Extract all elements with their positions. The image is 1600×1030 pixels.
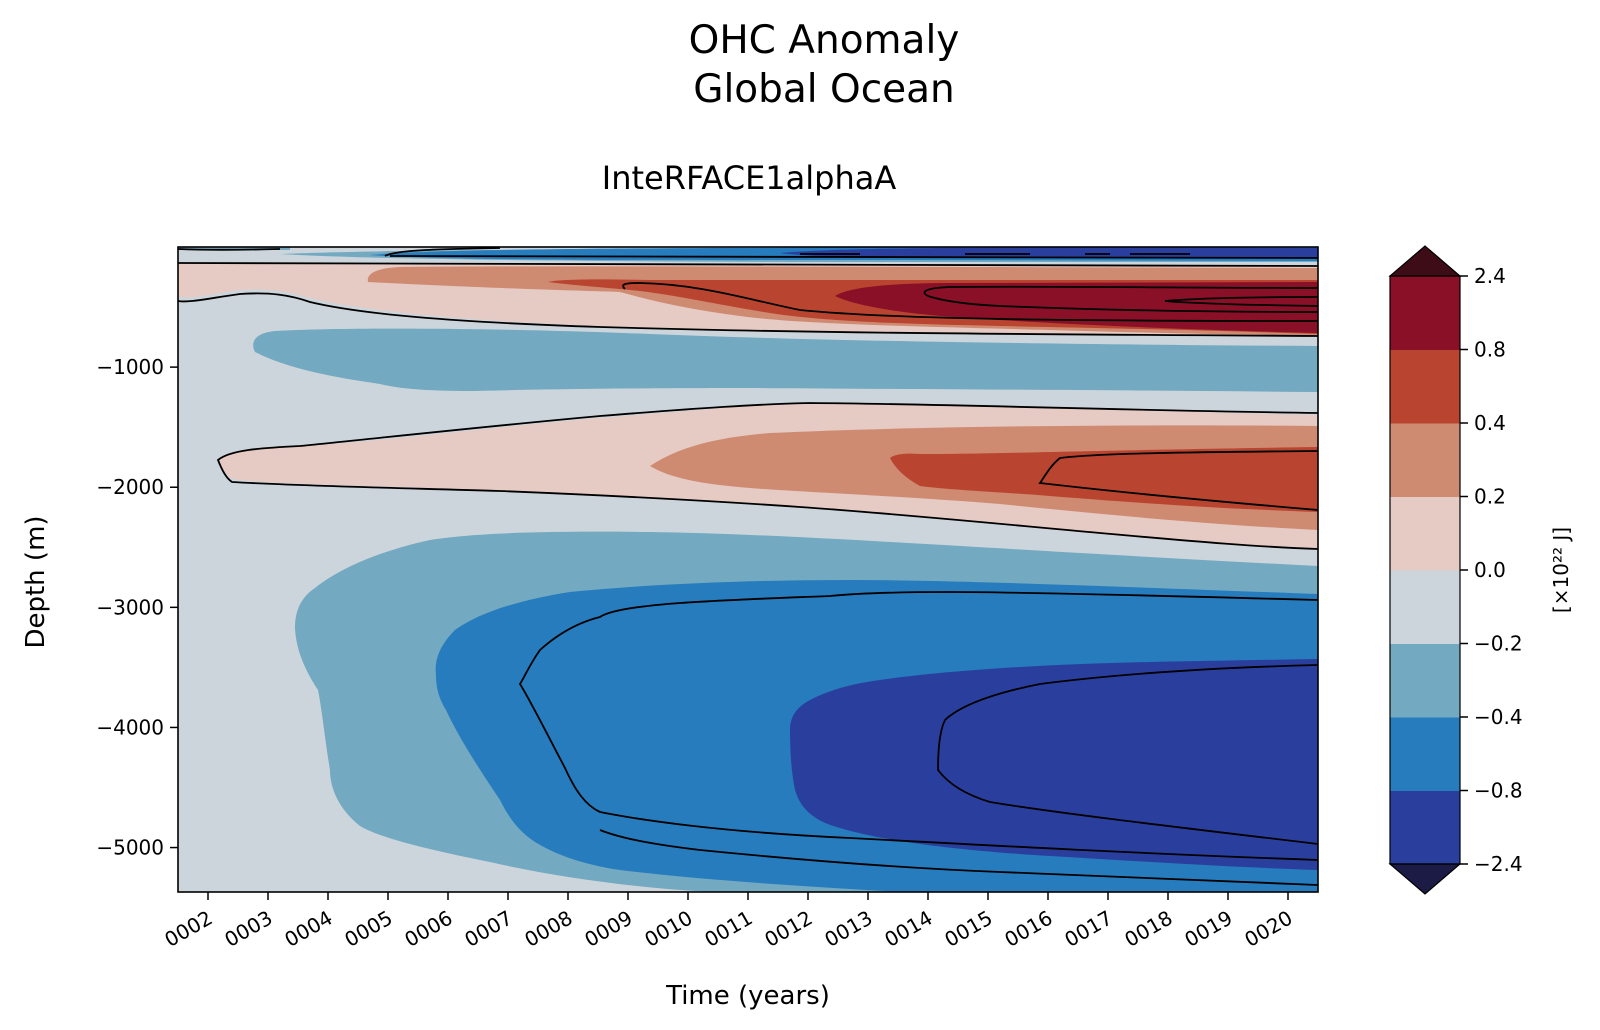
- colorbar-segment: [1390, 570, 1460, 644]
- x-tick-label: 0017: [1060, 906, 1116, 952]
- x-tick-label: 0006: [400, 906, 456, 952]
- y-tick-label: −3000: [96, 595, 164, 619]
- contour-line-upper-warm-5: [1164, 300, 1318, 307]
- contour-band-deep-dark-blue: [790, 659, 1318, 870]
- colorbar-extend-under: [1388, 863, 1462, 895]
- chart-subtitle: InteRFACE1alphaA: [602, 159, 897, 197]
- contour-line-deep-cold-1: [518, 591, 1318, 861]
- y-tick-label: −5000: [96, 836, 164, 860]
- contour-line-surface-2: [384, 247, 501, 257]
- y-axis: −1000 −2000 −3000 −4000 −5000: [96, 355, 178, 860]
- colorbar: −2.4 −0.8 −0.4 −0.2 0.0 0.2 0.4 0.8 2.4: [1388, 245, 1523, 895]
- contour-lines: [178, 247, 1318, 886]
- contour-line-upper-warm-2: [923, 285, 1318, 297]
- x-tick-label: 0015: [940, 906, 996, 952]
- colorbar-tick-label: −0.4: [1474, 705, 1523, 729]
- contour-line-surface-1: [178, 248, 281, 251]
- y-tick-label: −4000: [96, 715, 164, 739]
- x-tick-label: 0020: [1240, 906, 1296, 952]
- contour-line-deep-cold-2: [599, 829, 1318, 886]
- colorbar-segment: [1390, 423, 1460, 497]
- chart-title-line1: OHC Anomaly: [689, 18, 960, 63]
- colorbar-segment: [1390, 276, 1460, 350]
- colorbar-label: [×10²² J]: [1549, 527, 1573, 613]
- x-tick-label: 0007: [460, 906, 516, 952]
- y-tick-label: −2000: [96, 475, 164, 499]
- colorbar-segment: [1390, 643, 1460, 718]
- colorbar-segment: [1390, 349, 1460, 424]
- colorbar-tick-label: 0.8: [1474, 338, 1506, 362]
- y-tick-label: −1000: [96, 355, 164, 379]
- contour-line-upper-zero: [178, 292, 1318, 337]
- contour-line-surface-3: [389, 255, 1318, 259]
- contour-line-upper-warm-1: [622, 282, 1318, 322]
- contour-line-upper-warm-3: [927, 295, 1318, 313]
- contour-line-deep-zero: [216, 402, 1318, 550]
- x-tick-label: 0016: [1000, 906, 1056, 952]
- contour-plot-area: [178, 247, 1318, 892]
- x-tick-label: 0018: [1120, 906, 1176, 952]
- x-tick-label: 0011: [700, 906, 756, 952]
- x-tick-label: 0003: [220, 906, 276, 952]
- contour-band-2000m-red: [890, 447, 1318, 512]
- colorbar-tick-label: −2.4: [1474, 852, 1523, 876]
- x-tick-label: 0008: [520, 906, 576, 952]
- x-axis: 0002 0003 0004 0005 0006 0007 0008 0009 0010 0011…: [160, 892, 1297, 952]
- x-tick-label: 0010: [640, 906, 696, 952]
- x-axis-label: Time (years): [665, 981, 830, 1011]
- x-tick-label: 0005: [340, 906, 396, 952]
- x-tick-label: 0002: [160, 906, 216, 952]
- colorbar-segment: [1390, 496, 1460, 571]
- contour-line-surface-4: [178, 262, 1318, 267]
- colorbar-tick-label: −0.2: [1474, 632, 1523, 656]
- colorbar-tick-label: 0.0: [1474, 558, 1506, 582]
- contour-band-1000m-light-blue: [253, 328, 1318, 392]
- x-tick-label: 0014: [880, 906, 936, 952]
- colorbar-tick-label: 2.4: [1474, 264, 1506, 288]
- colorbar-tick-label: 0.2: [1474, 485, 1506, 509]
- x-tick-label: 0013: [820, 906, 876, 952]
- chart-title-line2: Global Ocean: [693, 67, 955, 112]
- x-tick-label: 0019: [1180, 906, 1236, 952]
- colorbar-segment: [1390, 790, 1460, 865]
- contour-band-surface-dark-blue: [780, 247, 1318, 258]
- x-tick-label: 0009: [580, 906, 636, 952]
- y-axis-label: Depth (m): [21, 515, 51, 648]
- contour-line-upper-warm-4: [1164, 296, 1318, 302]
- contour-line-deep-warm: [1038, 450, 1318, 511]
- colorbar-extend-over: [1388, 245, 1462, 277]
- colorbar-tick-label: 0.4: [1474, 411, 1506, 435]
- x-tick-label: 0012: [760, 906, 816, 952]
- colorbar-segment: [1390, 717, 1460, 791]
- x-tick-label: 0004: [280, 906, 336, 952]
- colorbar-tick-label: −0.8: [1474, 779, 1523, 803]
- contour-line-deep-cold-3: [937, 664, 1318, 845]
